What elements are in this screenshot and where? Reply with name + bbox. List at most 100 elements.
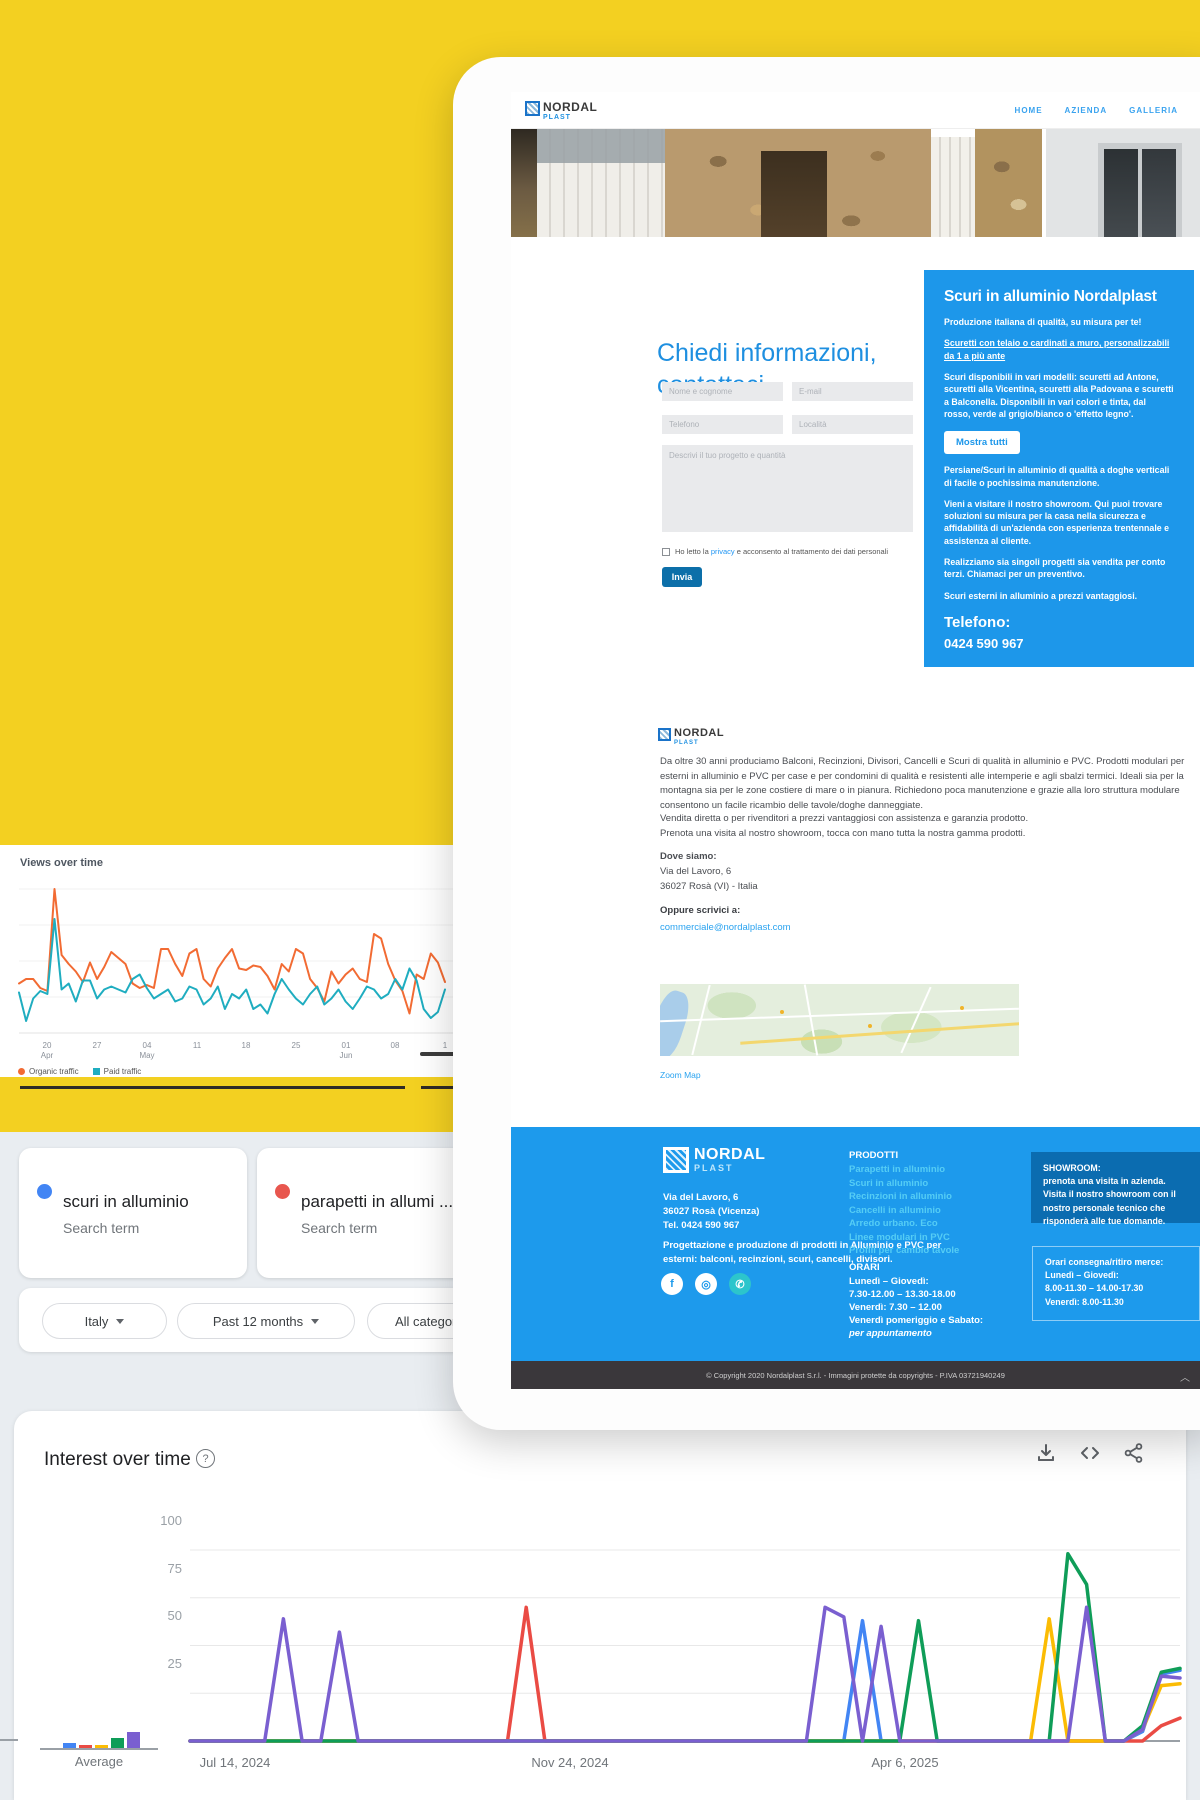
term-color-dot-blue xyxy=(37,1184,52,1199)
phone-field[interactable] xyxy=(662,415,783,434)
orari-line: 7.30-12.00 – 13.30-18.00 xyxy=(849,1289,956,1300)
site-header: NORDAL PLAST HOME AZIENDA GALLERIA xyxy=(511,92,1200,129)
email-link[interactable]: commerciale@nordalplast.com xyxy=(660,922,791,933)
x-label-jul: Jul 14, 2024 xyxy=(199,1755,271,1770)
location-map[interactable] xyxy=(660,984,1019,1056)
average-bar-green xyxy=(111,1738,124,1748)
device-mockup-card: NORDAL PLAST HOME AZIENDA GALLERIA xyxy=(453,57,1200,1430)
footer-logo: NORDAL PLAST xyxy=(663,1147,765,1173)
name-field[interactable] xyxy=(662,382,783,401)
delivery-line: Lunedì – Giovedì: xyxy=(1045,1270,1119,1281)
average-bar-yellow xyxy=(95,1744,108,1748)
panel-progetti: Realizziamo sia singoli progetti sia ven… xyxy=(944,557,1166,580)
footer-link-arredo[interactable]: Arredo urbano. Eco xyxy=(849,1218,938,1229)
orari-heading: ORARI xyxy=(849,1262,880,1273)
download-icon[interactable] xyxy=(1034,1441,1058,1465)
search-term-2-type: Search term xyxy=(301,1220,378,1236)
x-label-apr: Apr 6, 2025 xyxy=(871,1755,939,1770)
orari-line: Venerdì: 7.30 – 12.00 xyxy=(849,1302,942,1313)
phone-label: Telefono: xyxy=(944,614,1011,631)
site-footer: NORDAL PLAST Via del Lavoro, 6 36027 Ros… xyxy=(511,1127,1200,1361)
delivery-line: Venerdì: 8.00-11.30 xyxy=(1045,1296,1124,1307)
average-label: Average xyxy=(74,1754,124,1769)
average-bar-purple xyxy=(127,1732,140,1748)
footer-link-scuri[interactable]: Scuri in alluminio xyxy=(849,1177,929,1189)
footer-description: Progettazione e produzione di prodotti i… xyxy=(663,1240,942,1265)
copyright-text: © Copyright 2020 Nordalplast S.r.l. - Im… xyxy=(706,1370,1005,1380)
showroom-box: SHOWROOM: prenota una visita in azienda.… xyxy=(1031,1152,1200,1226)
showroom-heading: SHOWROOM: xyxy=(1043,1163,1101,1173)
footer-link-recinzioni[interactable]: Recinzioni in alluminio xyxy=(849,1191,952,1202)
address-line-1: Via del Lavoro, 6 xyxy=(660,866,732,877)
time-filter-dropdown[interactable]: Past 12 months xyxy=(177,1303,355,1339)
orari-appointment: per appuntamento xyxy=(849,1328,932,1339)
paid-traffic-label: Paid traffic xyxy=(103,1067,142,1076)
y-tick-50: 50 xyxy=(167,1608,182,1623)
average-bar-blue xyxy=(63,1743,76,1748)
showroom-text: prenota una visita in azienda. Visita il… xyxy=(1043,1176,1176,1226)
site-nav: HOME AZIENDA GALLERIA xyxy=(1015,106,1178,115)
footer-link-parapetti[interactable]: Parapetti in alluminio xyxy=(849,1164,946,1175)
chevron-down-icon xyxy=(116,1318,125,1324)
email-field[interactable] xyxy=(792,382,913,401)
y-tick-75: 75 xyxy=(167,1561,182,1576)
panel-prezzi: Scuri esterni in alluminio a prezzi vant… xyxy=(944,590,1138,601)
footer-link-profili[interactable]: Profili per cambio tavole xyxy=(849,1245,960,1256)
facebook-icon[interactable]: f xyxy=(661,1273,683,1295)
submit-button[interactable]: Invia xyxy=(662,567,702,587)
embed-icon[interactable] xyxy=(1078,1441,1102,1465)
delivery-heading: Orari consegna/ritiro merce: xyxy=(1045,1257,1164,1267)
products-heading: PRODOTTI xyxy=(849,1150,899,1161)
geo-filter-dropdown[interactable]: Italy xyxy=(42,1303,167,1339)
search-term-card-1[interactable]: scuri in alluminio Search term xyxy=(19,1148,247,1278)
time-filter-value: Past 12 months xyxy=(212,1313,304,1329)
message-field[interactable] xyxy=(662,445,913,532)
nordalplast-logo[interactable]: NORDAL PLAST xyxy=(525,101,597,121)
nordalplast-website: NORDAL PLAST HOME AZIENDA GALLERIA xyxy=(511,92,1200,1389)
delivery-hours-box: Orari consegna/ritiro merce: Lunedì – Gi… xyxy=(1032,1246,1200,1321)
privacy-checkbox[interactable] xyxy=(662,547,670,556)
brand-name-top: NORDAL xyxy=(543,100,598,114)
views-legend: Organic traffic Paid traffic xyxy=(18,1067,141,1076)
divider-line-right xyxy=(421,1086,465,1089)
nordalplast-logo-small: NORDAL PLAST xyxy=(658,728,724,746)
instagram-icon[interactable]: ◎ xyxy=(695,1273,717,1295)
footer-link-cancelli[interactable]: Cancelli in alluminio xyxy=(849,1204,941,1216)
footer-logo-icon xyxy=(663,1147,689,1173)
organic-traffic-label: Organic traffic xyxy=(29,1067,79,1076)
privacy-consent-row: Ho letto la privacy e acconsento al trat… xyxy=(662,547,888,556)
zoom-map-link[interactable]: Zoom Map xyxy=(660,1070,701,1080)
views-over-time-panel: Views over time 20 Apr 27 04 May 11 18 25 … xyxy=(0,845,456,1077)
footer-address-1: Via del Lavoro, 6 xyxy=(663,1192,739,1203)
write-us-label: Oppure scrivici a: xyxy=(660,905,741,916)
y-tick-100: 100 xyxy=(160,1513,182,1528)
hero-photo-shutters-stone xyxy=(511,129,1042,237)
privacy-link[interactable]: privacy xyxy=(710,547,735,556)
nordalplast-logo-icon xyxy=(525,101,540,116)
hero-photo-window xyxy=(1046,129,1200,237)
footer-link-linee[interactable]: Linee modulari in PVC xyxy=(849,1231,950,1243)
average-bar-red xyxy=(79,1744,92,1748)
copyright-bar: © Copyright 2020 Nordalplast S.r.l. - Im… xyxy=(511,1361,1200,1389)
mostra-tutti-button[interactable]: Mostra tutti xyxy=(944,431,1020,455)
horizontal-scrollbar-thumb[interactable] xyxy=(420,1052,456,1056)
interest-over-time-panel: Interest over time ? 100 75 50 25 Jul 14… xyxy=(14,1411,1186,1800)
nav-galleria[interactable]: GALLERIA xyxy=(1129,106,1178,115)
back-to-top-icon[interactable]: ︿ xyxy=(1180,1373,1190,1384)
help-icon[interactable]: ? xyxy=(196,1449,215,1468)
nav-home[interactable]: HOME xyxy=(1014,106,1043,115)
orari-line: Venerdì pomeriggio e Sabato: xyxy=(849,1315,984,1326)
share-icon[interactable] xyxy=(1122,1441,1146,1465)
footer-address-2: 36027 Rosà (Vicenza) xyxy=(663,1206,760,1217)
nav-azienda[interactable]: AZIENDA xyxy=(1064,106,1108,115)
views-chart xyxy=(18,888,456,1034)
whatsapp-icon[interactable]: ✆ xyxy=(729,1273,751,1295)
city-field[interactable] xyxy=(792,415,913,434)
nordalplast-logo-icon xyxy=(658,728,671,741)
panel-persiane: Persiane/Scuri in alluminio di qualità a… xyxy=(944,465,1170,488)
chevron-down-icon xyxy=(311,1318,320,1324)
paid-traffic-marker xyxy=(92,1068,100,1075)
panel-intro: Produzione italiana di qualità, su misur… xyxy=(944,317,1142,327)
scuretti-link[interactable]: Scuretti con telaio o cardinati a muro, … xyxy=(944,338,1170,361)
